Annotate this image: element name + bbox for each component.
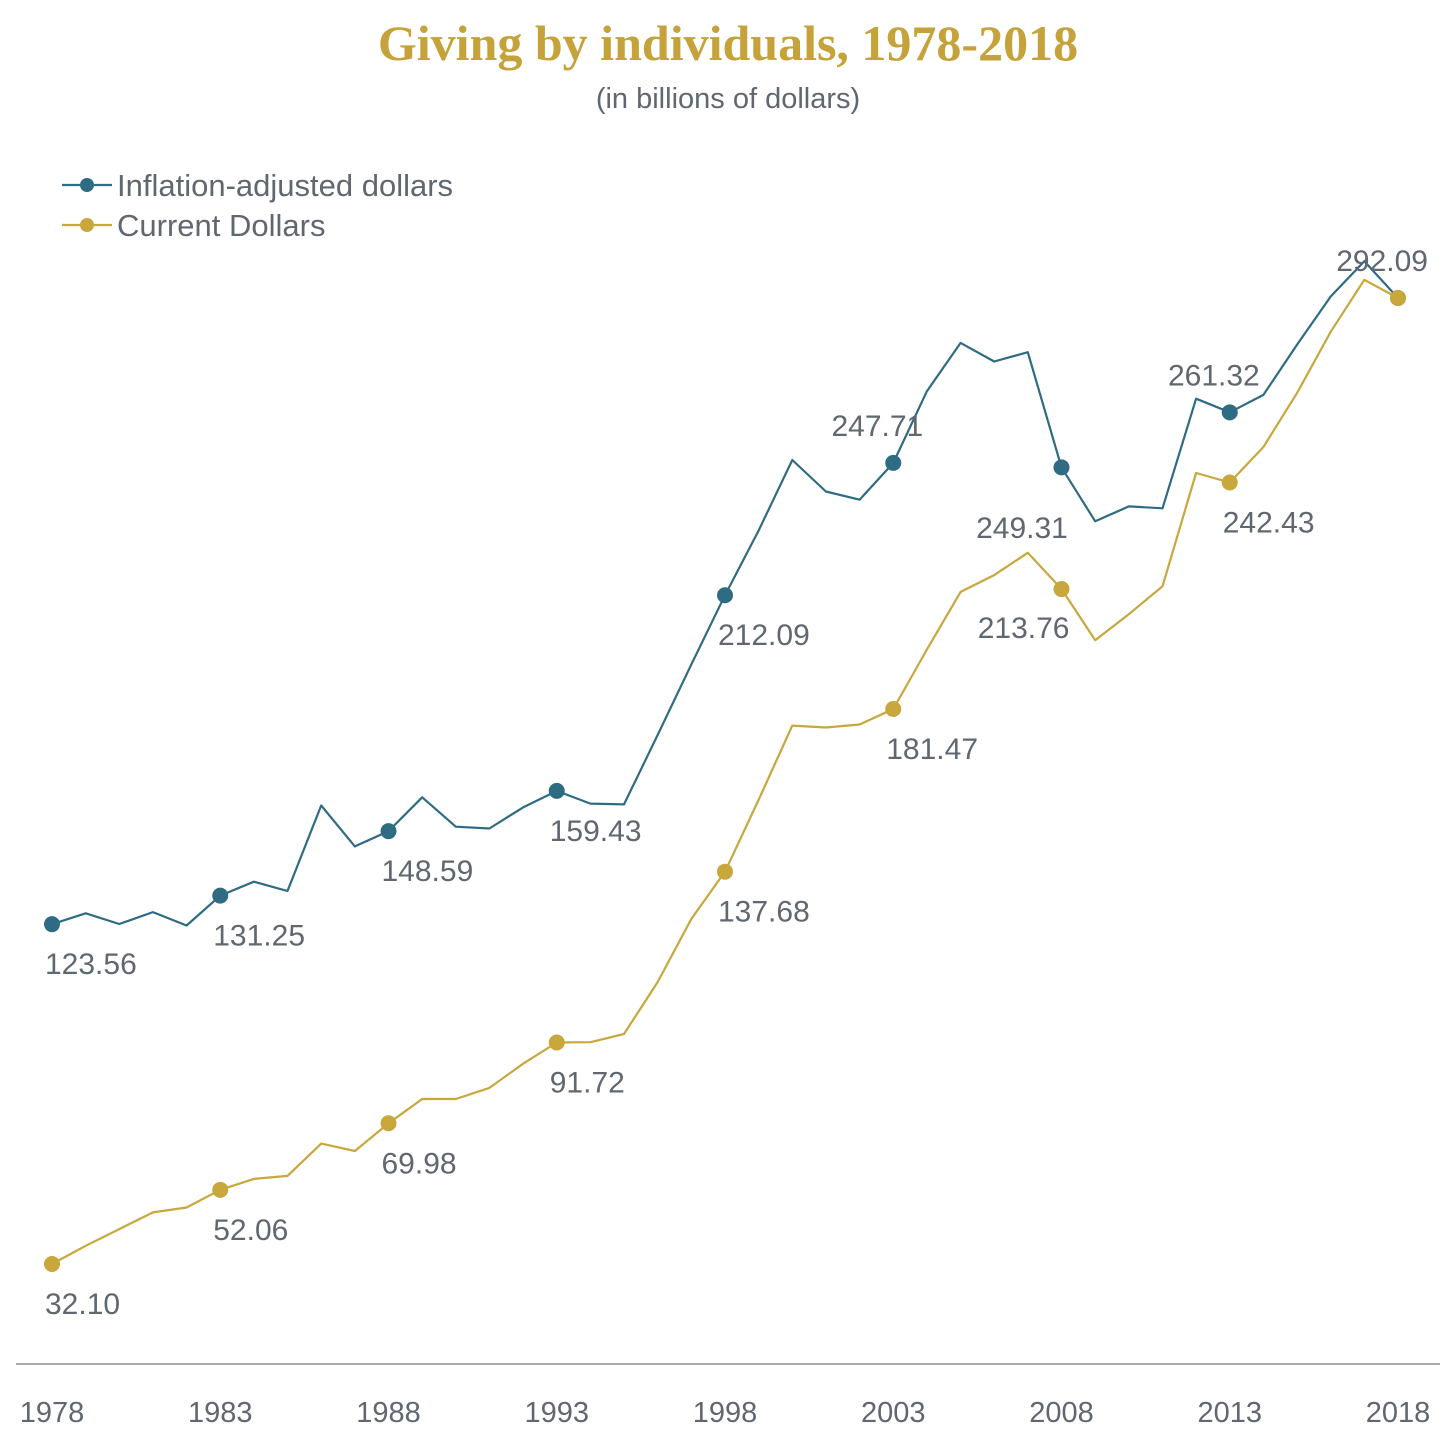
data-label: 213.76 bbox=[978, 612, 1070, 645]
x-tick-label: 1998 bbox=[693, 1397, 758, 1429]
x-tick-label: 2008 bbox=[1029, 1397, 1094, 1429]
data-point-marker bbox=[1221, 404, 1238, 421]
data-point-marker bbox=[1221, 474, 1238, 491]
data-label: 242.43 bbox=[1223, 507, 1315, 540]
series-current-dollars bbox=[44, 278, 1406, 1272]
x-tick-label: 1983 bbox=[188, 1397, 253, 1429]
data-point-marker bbox=[212, 1181, 229, 1198]
legend-label: Current Dollars bbox=[117, 208, 325, 243]
data-point-marker bbox=[885, 454, 902, 471]
annotation-label: 249.31 bbox=[976, 512, 1068, 545]
legend: Inflation-adjusted dollars Current Dollar… bbox=[62, 168, 453, 243]
series-inflation-adjusted bbox=[44, 260, 1406, 933]
data-point-marker bbox=[717, 863, 733, 880]
data-point-marker bbox=[1390, 290, 1406, 306]
data-label: 91.72 bbox=[550, 1066, 625, 1099]
data-label: 52.06 bbox=[213, 1214, 288, 1247]
data-point-marker bbox=[1053, 581, 1070, 598]
data-label: 123.56 bbox=[45, 948, 137, 981]
data-label: 212.09 bbox=[718, 619, 810, 652]
data-point-marker bbox=[212, 887, 229, 904]
data-point-marker bbox=[717, 587, 733, 604]
data-point-marker bbox=[44, 916, 60, 933]
data-label: 181.47 bbox=[886, 733, 978, 766]
data-point-marker bbox=[380, 823, 397, 840]
data-point-marker bbox=[548, 1034, 565, 1051]
data-point-marker bbox=[885, 701, 902, 718]
series-layer bbox=[44, 260, 1406, 1272]
series-line bbox=[51, 278, 1399, 1265]
legend-item-current-dollars: Current Dollars bbox=[62, 208, 325, 243]
data-point-marker bbox=[44, 1256, 60, 1272]
data-label: 137.68 bbox=[718, 896, 810, 929]
x-axis-ticks: 1978 1983 1988 1993 1998 2003 2008 2013 2018 bbox=[20, 1397, 1431, 1429]
data-point-marker bbox=[1053, 459, 1070, 476]
chart-title: Giving by individuals, 1978-2018 bbox=[378, 15, 1078, 71]
legend-marker bbox=[80, 218, 94, 232]
x-tick-label: 2003 bbox=[861, 1397, 926, 1429]
data-label: 148.59 bbox=[382, 855, 474, 888]
x-tick-label: 1988 bbox=[356, 1397, 421, 1429]
data-label: 292.09 bbox=[1336, 245, 1428, 278]
data-label: 131.25 bbox=[213, 920, 305, 953]
x-tick-label: 2018 bbox=[1366, 1397, 1431, 1429]
x-tick-label: 1978 bbox=[20, 1397, 85, 1429]
data-label: 159.43 bbox=[550, 815, 642, 848]
data-point-marker bbox=[380, 1115, 397, 1132]
legend-item-inflation-adjusted: Inflation-adjusted dollars bbox=[62, 168, 453, 203]
chart-subtitle: (in billions of dollars) bbox=[596, 83, 860, 115]
x-tick-label: 2013 bbox=[1197, 1397, 1262, 1429]
data-label: 247.71 bbox=[831, 410, 923, 443]
data-labels: 123.56 131.25 148.59 159.43 212.09 247.71 261.… bbox=[45, 245, 1428, 1321]
data-point-marker bbox=[548, 782, 565, 799]
data-label: 261.32 bbox=[1168, 359, 1260, 392]
x-tick-label: 1993 bbox=[524, 1397, 589, 1429]
data-label: 32.10 bbox=[45, 1288, 120, 1321]
data-label: 69.98 bbox=[382, 1147, 457, 1180]
legend-marker bbox=[80, 178, 94, 192]
legend-label: Inflation-adjusted dollars bbox=[117, 168, 453, 203]
